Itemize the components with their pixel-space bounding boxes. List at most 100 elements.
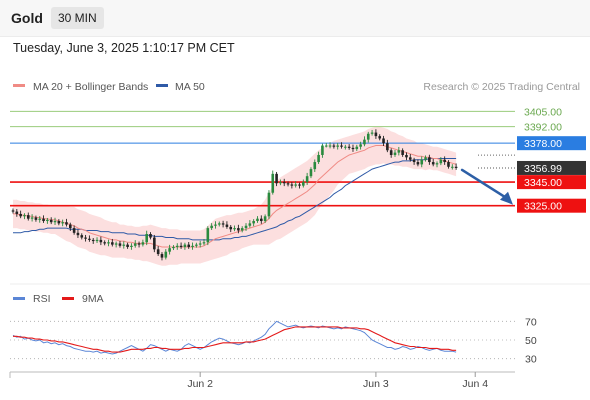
level-label-resistance: 3392.00 [524, 122, 562, 134]
candle-body [118, 243, 122, 246]
candle-body [26, 215, 30, 219]
candle-body [382, 138, 385, 144]
candle-body [49, 219, 53, 223]
current-price-label-bg [517, 160, 586, 175]
candle-body [248, 223, 252, 226]
candle-body [439, 159, 443, 164]
candle-body [420, 159, 424, 165]
candle-body [351, 147, 355, 150]
level-labels: 3405.00 3392.00 3378.00 3345.00 3325.00 3356.… [517, 106, 586, 213]
candle-body [271, 173, 275, 193]
candle-body [240, 228, 244, 231]
candle-body [72, 228, 76, 233]
candle-body [210, 225, 213, 229]
candle-body [374, 132, 378, 137]
header-bar: Gold 30 MIN [0, 0, 590, 37]
candle-body [198, 243, 202, 245]
rsi-line [12, 320, 457, 355]
rsi-tick-label: 70 [525, 316, 537, 328]
candle-body [451, 166, 454, 168]
candle-body [214, 224, 217, 226]
credit-label: Research © 2025 Trading Central [423, 81, 580, 93]
legend-top: MA 20 + Bollinger Bands MA 50 Research ©… [13, 81, 580, 93]
forecast-arrow-shaft [460, 168, 508, 199]
candle-body [76, 232, 80, 236]
rsi-tick-label: 30 [525, 354, 537, 366]
candle-body [405, 154, 408, 158]
candle-body [80, 235, 84, 238]
candle-body [202, 242, 206, 244]
candle-body [133, 243, 137, 246]
candle-body [286, 183, 290, 185]
candle-body [454, 166, 458, 168]
ma50-line [13, 158, 457, 241]
x-tick-label: Jun 3 [363, 378, 389, 390]
candle-body [324, 145, 328, 147]
level-label-pivot: 3378.00 [524, 138, 562, 150]
candle-body [336, 145, 339, 147]
x-axis: Jun 2 Jun 3 Jun 4 [9, 371, 515, 390]
timeframe-button[interactable]: 30 MIN [51, 7, 104, 29]
candle-body [378, 136, 382, 139]
candle-body [38, 218, 42, 220]
candle-body [386, 143, 389, 151]
candle-body [393, 152, 397, 155]
rsi-ma-legend-swatch [62, 297, 74, 300]
x-tick-label: Jun 2 [187, 378, 213, 390]
candle-body [225, 224, 229, 227]
candle-body [435, 163, 439, 165]
candle-body [447, 162, 450, 167]
candle-body [57, 221, 61, 224]
candlesticks [11, 129, 458, 261]
candle-body [46, 219, 49, 222]
candle-body [431, 162, 435, 165]
candle-body [355, 146, 359, 150]
candle-body [84, 237, 87, 239]
candle-body [19, 213, 22, 217]
candle-body [428, 157, 431, 163]
level-label-bg-support [517, 175, 586, 190]
candle-body [424, 157, 427, 160]
candle-body [34, 217, 38, 220]
level-lines [10, 110, 515, 207]
bollinger-band [13, 126, 457, 266]
candle-body [11, 210, 15, 212]
candle-body [412, 159, 416, 163]
candle-body [42, 218, 45, 222]
ma20-legend-label: MA 20 + Bollinger Bands [33, 81, 148, 93]
candle-body [126, 244, 129, 247]
candle-body [302, 182, 305, 186]
candle-body [141, 242, 145, 245]
candle-body [15, 211, 19, 214]
candle-body [252, 221, 255, 224]
candle-body [172, 246, 175, 249]
candle-body [183, 244, 187, 247]
candle-body [217, 223, 221, 225]
candle-body [397, 150, 401, 153]
candle-body [69, 224, 72, 229]
candle-body [30, 217, 34, 219]
candle-body [111, 242, 114, 245]
candle-body [275, 173, 278, 184]
candle-body [363, 139, 366, 145]
current-price-label: 3356.99 [524, 163, 562, 175]
candle-body [305, 176, 309, 183]
candle-body [153, 237, 156, 250]
rsi-ma-line [13, 326, 457, 353]
candle-body [290, 184, 294, 186]
candle-body [145, 234, 148, 243]
candle-body [61, 222, 64, 224]
candle-body [401, 150, 404, 155]
bollinger-band-area [13, 126, 457, 266]
candle-body [408, 157, 412, 160]
candle-body [175, 245, 179, 247]
candle-body [267, 192, 271, 217]
candle-body [156, 249, 160, 255]
candle-body [65, 222, 68, 225]
candle-body [233, 228, 236, 230]
candle-body [294, 184, 297, 186]
candle-body [88, 238, 91, 240]
candle-body [195, 244, 198, 246]
level-label-bg-support [517, 198, 586, 213]
candle-body [23, 215, 26, 217]
